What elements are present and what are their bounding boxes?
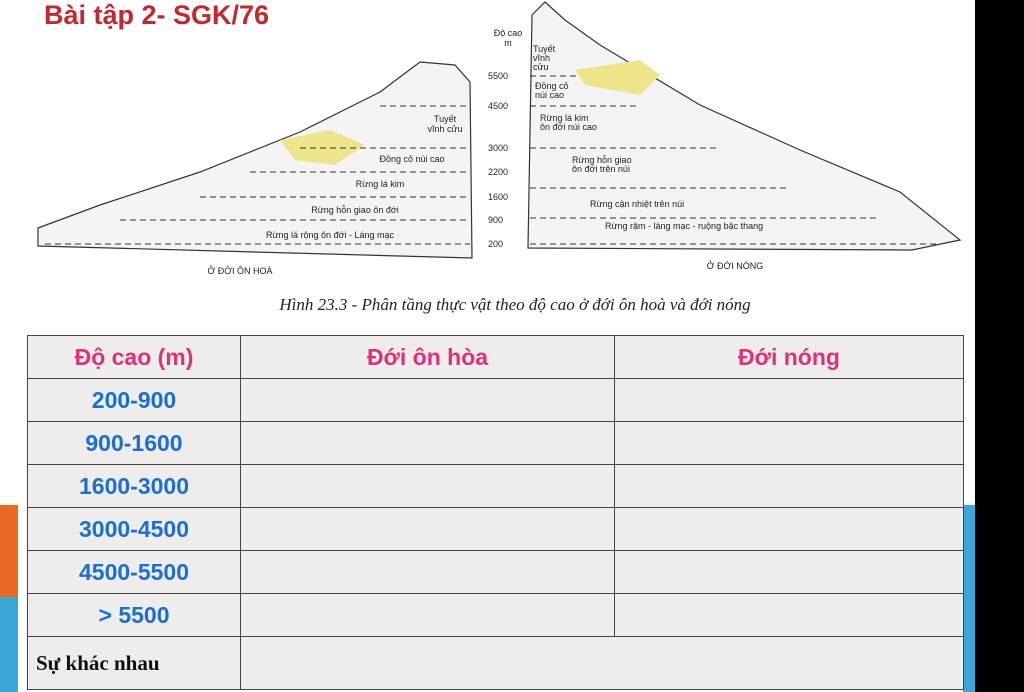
table-cell: > 5500	[27, 593, 241, 637]
title: Bài tập 2- SGK/76	[44, 0, 270, 30]
zone-label: vĩnh cửu	[427, 124, 462, 134]
zone-label: Đồng cỏ	[535, 81, 569, 91]
figure-caption: Hình 23.3 - Phân tầng thực vật theo độ c…	[278, 295, 750, 314]
grass-zone	[575, 60, 660, 95]
zone-label: Rừng lá kim	[540, 113, 589, 123]
table-cell: 900-1600	[27, 421, 241, 465]
table-cell	[614, 550, 964, 594]
zone-label: Tuyết	[533, 44, 556, 54]
table-cell	[240, 636, 964, 690]
zone-caption: Ở ĐỚI ÔN HOÀ	[208, 265, 273, 276]
zone-label: Rừng rậm - làng mạc - ruộng bậc thang	[605, 221, 763, 231]
zone-label: Rừng hỗn giao ôn đới	[311, 205, 399, 215]
altitude-label: 2200	[488, 167, 508, 177]
zone-label: vĩnh	[533, 53, 550, 63]
deco-strip	[963, 505, 975, 692]
table-cell	[614, 464, 964, 508]
table-cell	[614, 378, 964, 422]
table-cell	[240, 507, 615, 551]
altitude-label: 200	[488, 239, 503, 249]
zone-label: Đồng cỏ núi cao	[379, 154, 444, 164]
table-cell: 4500-5500	[27, 550, 241, 594]
table-cell: Độ cao (m)	[27, 335, 241, 379]
deco-strip	[0, 597, 18, 692]
slide: Bài tập 2- SGK/76 Độ cao m 5500 4500 3000 220…	[0, 0, 975, 692]
zone-label: ôn đới trên núi	[572, 164, 630, 174]
zone-label: Tuyết	[434, 114, 457, 124]
altitude-label: 900	[488, 215, 503, 225]
table-cell	[240, 464, 615, 508]
zone-label: ôn đới núi cao	[540, 122, 597, 132]
table-cell: 200-900	[27, 378, 241, 422]
deco-strip	[0, 505, 18, 597]
table-row: 3000-4500	[27, 507, 964, 551]
table-row: 4500-5500	[27, 550, 964, 594]
altitude-lines	[45, 75, 940, 245]
table-cell	[240, 550, 615, 594]
table-cell	[614, 421, 964, 465]
zone-label: Rừng lá kim	[356, 179, 405, 189]
axis-label: Độ cao	[494, 28, 523, 38]
table-row: 900-1600	[27, 421, 964, 465]
table-cell	[614, 507, 964, 551]
zone-label: Rừng cận nhiệt trên núi	[590, 199, 684, 209]
table-row: > 5500	[27, 593, 964, 637]
altitude-label: 4500	[488, 101, 508, 111]
mountain	[37, 61, 473, 259]
zone-label: Rừng lá rộng ôn đới - Láng mạc	[266, 230, 394, 240]
altitude-label: 3000	[488, 143, 508, 153]
zone-label: núi cao	[535, 90, 564, 100]
altitude-label: 1600	[488, 192, 508, 202]
table: Độ cao (m) Đới ôn hòa Đới nóng 200-900 900-1…	[27, 335, 964, 690]
table-cell: Sự khác nhau	[27, 636, 241, 690]
table-row: Sự khác nhau	[27, 636, 964, 690]
table-cell: Đới nóng	[614, 335, 964, 379]
zone-label: cửu	[533, 62, 549, 72]
table-row: 1600-3000	[27, 464, 964, 508]
table-cell	[240, 593, 615, 637]
header-row: Độ cao (m) Đới ôn hòa Đới nóng	[27, 335, 964, 379]
altitude-label: 5500	[488, 71, 508, 81]
table-cell: 3000-4500	[27, 507, 241, 551]
table-cell: Đới ôn hòa	[240, 335, 615, 379]
table-cell	[240, 378, 615, 422]
axis-label: m	[504, 38, 512, 48]
table-cell	[240, 421, 615, 465]
table-cell: 1600-3000	[27, 464, 241, 508]
zone-label: Rừng hỗn giao	[572, 155, 632, 165]
table-cell	[614, 593, 964, 637]
zone-caption: Ở ĐỚI NÓNG	[707, 260, 763, 271]
table-row: 200-900	[27, 378, 964, 422]
